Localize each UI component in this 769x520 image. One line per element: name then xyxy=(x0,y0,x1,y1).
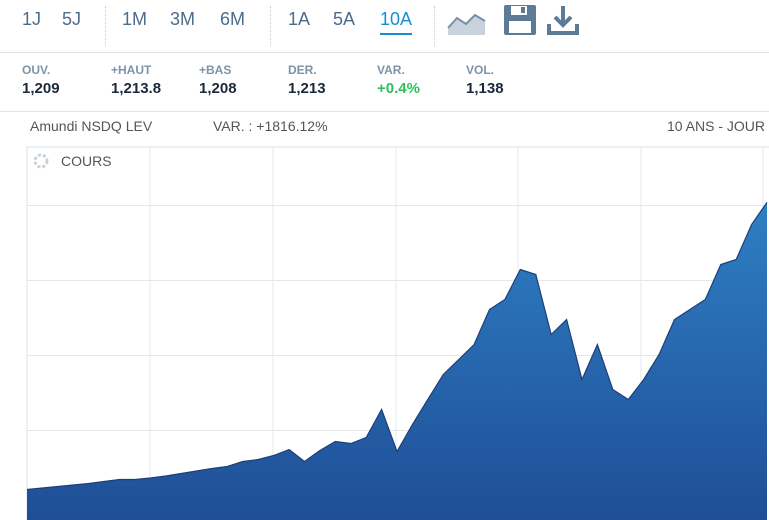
period-button[interactable]: 6M xyxy=(220,9,246,29)
stat-value: 1,213 xyxy=(288,80,326,97)
stat: DER. 1,213 xyxy=(288,63,326,97)
stat-label: +BAS xyxy=(199,63,232,77)
separator xyxy=(434,6,435,46)
stat-value: 1,209 xyxy=(22,80,60,97)
settings-icon[interactable] xyxy=(33,153,49,169)
stat: OUV. 1,209 xyxy=(22,63,60,97)
stat: +HAUT 1,213.8 xyxy=(111,63,161,97)
download-icon[interactable] xyxy=(546,4,580,36)
stat: +BAS 1,208 xyxy=(199,63,237,97)
stat-label: VAR. xyxy=(377,63,405,77)
period-button[interactable]: 3M xyxy=(170,9,196,29)
period-button[interactable]: 5A xyxy=(333,9,356,29)
stat-value: 1,138 xyxy=(466,80,504,97)
period-button[interactable]: 1M xyxy=(122,9,148,29)
stat: VOL. 1,138 xyxy=(466,63,504,97)
stat-value: 1,208 xyxy=(199,80,237,97)
stat-value: 1,213.8 xyxy=(111,80,162,97)
price-line xyxy=(26,201,768,491)
stat-label: VOL. xyxy=(466,63,495,77)
stat-value: +0.4% xyxy=(377,80,420,97)
price-area xyxy=(27,202,767,520)
period-button[interactable]: 10A xyxy=(380,9,413,35)
period-button[interactable]: 1J xyxy=(22,9,42,29)
separator xyxy=(105,6,106,46)
save-icon[interactable] xyxy=(503,4,539,36)
chart-title: Amundi NSDQ LEV xyxy=(30,118,153,134)
stat-label: +HAUT xyxy=(111,63,152,77)
toolbar: 1J 5J 1M 3M 6M 1A 5A 10A xyxy=(0,0,769,53)
stat-label: DER. xyxy=(288,63,317,77)
period-button[interactable]: 5J xyxy=(62,9,82,29)
separator xyxy=(270,6,271,46)
period-button[interactable]: 1A xyxy=(288,9,311,29)
stat-label: OUV. xyxy=(22,63,51,77)
legend-label: COURS xyxy=(61,153,112,169)
variation: VAR. : +1816.12% xyxy=(213,118,328,134)
stat: VAR. +0.4% xyxy=(377,63,420,97)
chart-type-icon[interactable] xyxy=(447,8,487,36)
stats-bar: OUV. 1,209 +HAUT 1,213.8 +BAS 1,208 DER. 1,213 V… xyxy=(0,53,769,112)
period-label: 10 ANS - JOUR xyxy=(667,118,765,134)
